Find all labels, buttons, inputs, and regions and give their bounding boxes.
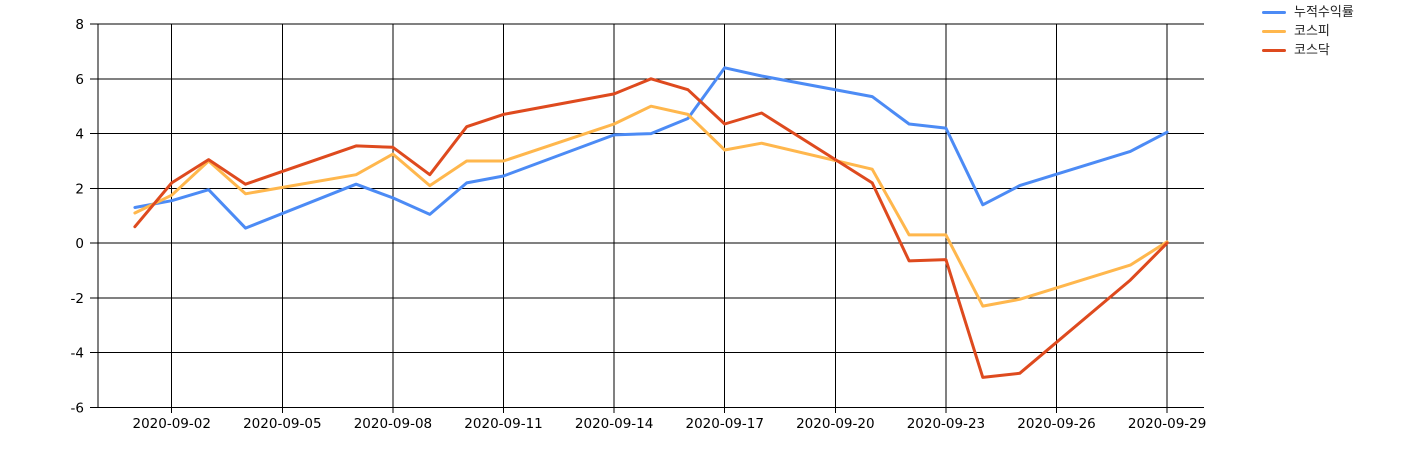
series-line-0	[133, 66, 1169, 230]
legend-item-cumulative-return: 누적수익률	[1262, 5, 1354, 20]
legend-line-icon-blue	[1262, 11, 1286, 14]
x-tick-label: 2020-09-08	[354, 416, 432, 432]
legend-line-icon-orange	[1262, 30, 1286, 33]
x-tick-label: 2020-09-05	[243, 416, 321, 432]
x-tick-label: 2020-09-11	[464, 416, 542, 432]
series-line-1	[133, 104, 1169, 308]
legend-label: 코스피	[1294, 24, 1330, 39]
y-tick-label: 2	[75, 181, 84, 197]
y-tick-label: 6	[75, 72, 84, 88]
chart-legend: 누적수익률 코스피 코스닥	[1262, 5, 1354, 58]
y-tick-label: 8	[75, 17, 84, 33]
legend-item-kospi: 코스피	[1262, 24, 1354, 39]
legend-line-icon-red	[1262, 49, 1286, 52]
x-tick-label: 2020-09-23	[907, 416, 985, 432]
legend-label: 누적수익률	[1294, 5, 1354, 20]
y-tick-label: 4	[75, 127, 84, 143]
y-tick-label: 0	[75, 236, 84, 252]
y-tick-label: -6	[71, 401, 84, 417]
x-tick-label: 2020-09-17	[685, 416, 763, 432]
legend-item-kosdaq: 코스닥	[1262, 43, 1354, 58]
y-tick-label: -2	[71, 291, 84, 307]
x-tick-label: 2020-09-26	[1017, 416, 1095, 432]
series-line-2	[133, 77, 1169, 379]
legend-label: 코스닥	[1294, 43, 1330, 58]
x-tick-label: 2020-09-02	[132, 416, 210, 432]
x-tick-label: 2020-09-29	[1128, 416, 1206, 432]
gridlines	[90, 23, 1204, 413]
x-tick-label: 2020-09-14	[575, 416, 653, 432]
y-tick-label: -4	[71, 346, 84, 362]
x-tick-label: 2020-09-20	[796, 416, 874, 432]
